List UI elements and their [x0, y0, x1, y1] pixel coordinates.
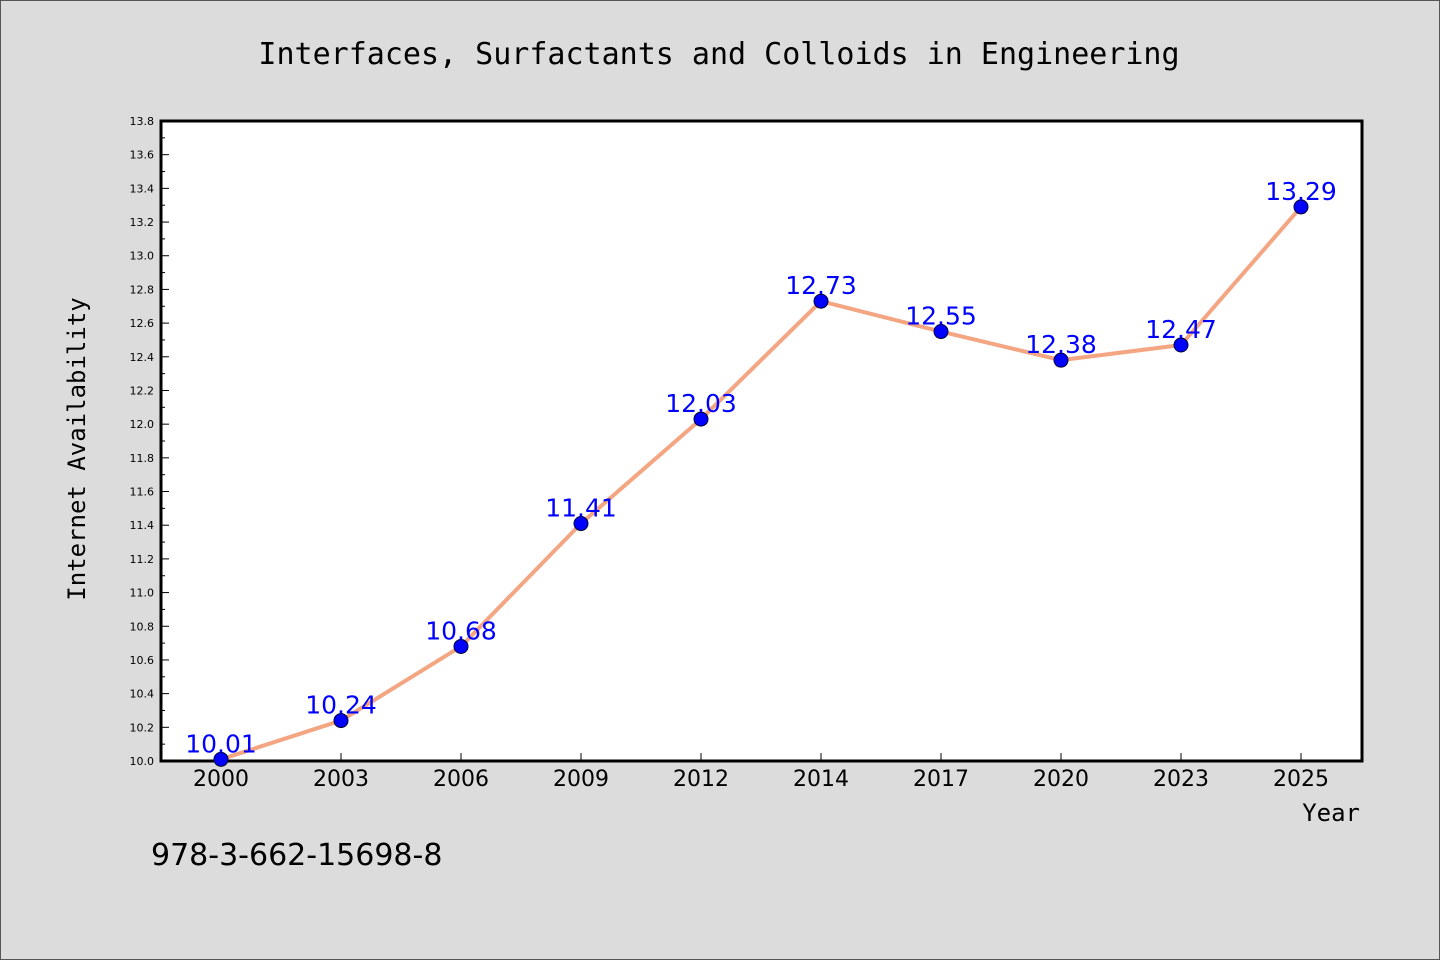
y-tick-label: 10.4	[130, 688, 155, 701]
data-point	[1053, 352, 1069, 368]
data-point	[573, 516, 589, 532]
y-tick-label: 11.6	[130, 486, 155, 499]
x-tick-label: 2000	[193, 767, 249, 792]
y-tick-label: 10.0	[130, 755, 155, 768]
data-markers	[213, 199, 1309, 767]
data-label: 12.03	[665, 389, 737, 418]
data-point	[1173, 337, 1189, 353]
x-tick-label: 2023	[1153, 767, 1209, 792]
y-tick-label: 11.2	[130, 553, 155, 566]
x-tick-label: 2014	[793, 767, 849, 792]
data-label: 12.55	[905, 302, 977, 331]
y-tick-label: 10.6	[130, 654, 155, 667]
data-labels: 10.01 10.24 10.68 11.41 12.03 12.73 12.55 12.38…	[185, 177, 1337, 758]
data-label: 12.73	[785, 271, 857, 300]
y-tick-label: 13.6	[130, 149, 155, 162]
y-tick-label: 11.0	[130, 587, 155, 600]
series-line-group	[220, 205, 1303, 762]
y-axis-label: Internet Availability	[63, 297, 91, 600]
x-tick-label: 2017	[913, 767, 969, 792]
data-label: 10.24	[305, 691, 377, 720]
data-label: 13.29	[1265, 177, 1337, 206]
y-tick-label: 12.4	[130, 351, 155, 364]
isbn-footer: 978-3-662-15698-8	[151, 838, 442, 873]
x-tick-label: 2003	[313, 767, 369, 792]
y-tick-label: 11.8	[130, 452, 155, 465]
y-tick-label: 12.0	[130, 418, 155, 431]
data-point	[693, 411, 709, 427]
chart-title: Interfaces, Surfactants and Colloids in …	[258, 37, 1179, 72]
y-tick-label: 13.4	[130, 182, 155, 195]
y-tick-label: 13.8	[130, 115, 155, 128]
data-label: 12.38	[1025, 330, 1097, 359]
plot-area	[159, 119, 1364, 763]
data-point	[933, 324, 949, 340]
series-line	[220, 205, 1303, 762]
data-label: 10.01	[185, 729, 257, 758]
data-point	[213, 751, 229, 767]
x-axis-label: Year	[1302, 799, 1360, 827]
data-label: 12.47	[1145, 315, 1217, 344]
y-tick-label: 13.2	[130, 216, 155, 229]
data-point	[453, 638, 469, 654]
y-tick-label: 13.0	[130, 250, 155, 263]
x-axis-ticks: 2000 2003 2006 2009 2012 2014 2017 2020 2023 2025	[193, 753, 1329, 792]
y-axis-ticks: 10.0 10.2 10.4 10.6 10.8 11.0 11.2 11.4 11.6 11.8…	[130, 115, 169, 768]
y-tick-label: 12.8	[130, 283, 155, 296]
x-tick-label: 2009	[553, 767, 609, 792]
data-point	[813, 293, 829, 309]
x-tick-label: 2012	[673, 767, 729, 792]
y-tick-label: 11.4	[130, 519, 155, 532]
y-tick-label: 10.8	[130, 620, 155, 633]
data-label: 10.68	[425, 616, 497, 645]
x-tick-label: 2020	[1033, 767, 1089, 792]
x-tick-label: 2006	[433, 767, 489, 792]
y-tick-label: 10.2	[130, 721, 155, 734]
data-point	[1293, 199, 1309, 215]
data-label: 11.41	[545, 494, 617, 523]
data-point	[333, 713, 349, 729]
x-tick-label: 2025	[1273, 767, 1329, 792]
y-tick-label: 12.6	[130, 317, 155, 330]
y-tick-label: 12.2	[130, 384, 155, 397]
